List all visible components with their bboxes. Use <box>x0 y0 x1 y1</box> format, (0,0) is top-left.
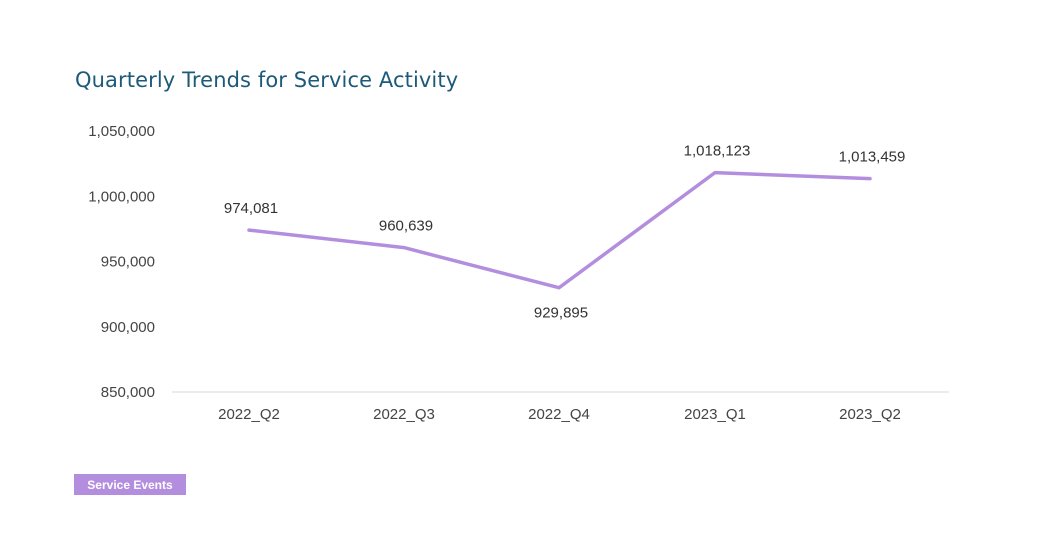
data-point[interactable] <box>245 226 253 234</box>
data-point[interactable] <box>866 175 874 183</box>
data-label: 974,081 <box>224 200 278 217</box>
data-label: 960,639 <box>379 218 433 235</box>
data-point[interactable] <box>400 244 408 252</box>
y-tick-label: 950,000 <box>101 254 155 271</box>
y-tick-label: 1,000,000 <box>88 188 155 205</box>
data-point[interactable] <box>555 284 563 292</box>
x-tick-label: 2023_Q1 <box>684 406 746 423</box>
legend-item-service-events[interactable]: Service Events <box>74 474 186 495</box>
x-tick-label: 2022_Q2 <box>218 406 280 423</box>
data-point[interactable] <box>711 169 719 177</box>
y-tick-label: 900,000 <box>101 319 155 336</box>
series-line-service-events[interactable] <box>247 170 872 290</box>
chart-title: Quarterly Trends for Service Activity <box>75 68 459 92</box>
x-tick-label: 2022_Q4 <box>528 406 590 423</box>
data-label: 1,013,459 <box>839 149 906 166</box>
y-tick-label: 850,000 <box>101 384 155 401</box>
data-label: 929,895 <box>534 305 588 322</box>
legend-label: Service Events <box>87 477 173 492</box>
y-tick-label: 1,050,000 <box>88 123 155 140</box>
data-label: 1,018,123 <box>684 143 751 160</box>
x-axis: 2022_Q2 2022_Q3 2022_Q4 2023_Q1 2023_Q2 <box>218 406 901 423</box>
y-axis: 1,050,000 1,000,000 950,000 900,000 850,000 <box>88 123 155 401</box>
series-group <box>245 169 874 292</box>
data-labels: 974,081 960,639 929,895 1,018,123 1,013,459 <box>224 143 905 322</box>
x-tick-label: 2023_Q2 <box>839 406 901 423</box>
x-tick-label: 2022_Q3 <box>373 406 435 423</box>
